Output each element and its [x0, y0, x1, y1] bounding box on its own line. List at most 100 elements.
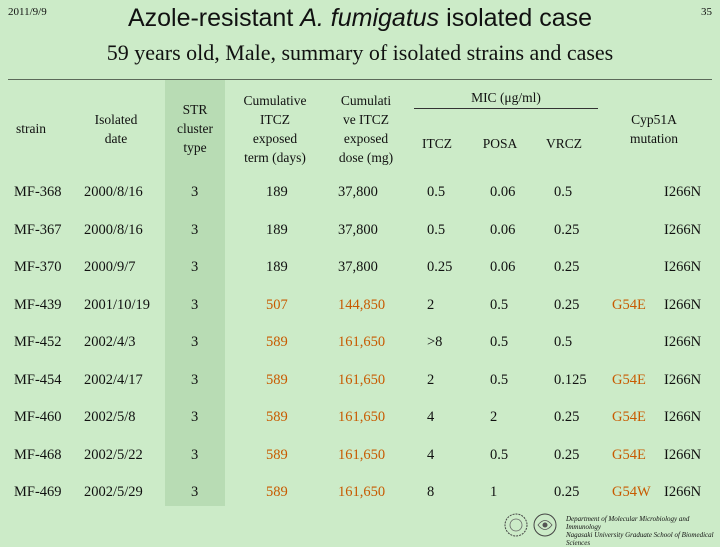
- cell-exposed-dose: 37,800: [338, 221, 378, 238]
- col-header-isolated-date: Isolated date: [80, 110, 152, 148]
- table-row: MF-367 2000/8/16 3 189 37,800 0.5 0.06 0.25 I266…: [0, 222, 720, 259]
- col-header-str-line1: STR: [182, 102, 208, 117]
- col-header-cum-term-line3: exposed: [252, 131, 298, 146]
- cell-mic-vrcz: 0.25: [554, 484, 580, 500]
- cell-mutation-i266n: I266N: [664, 259, 702, 275]
- table-row: MF-469 2002/5/29 3 589 161,650 8 1 0.25 G54W I266…: [0, 484, 720, 521]
- cell-exposed-dose: 161,650: [338, 484, 386, 500]
- cell-isolated-date: 2001/10/19: [84, 296, 151, 313]
- cell-isolated-date: 2000/8/16: [84, 184, 143, 200]
- cell-mic-vrcz: 0.25: [554, 446, 580, 463]
- cell-exposed-term: 189: [266, 221, 288, 238]
- cell-mic-vrcz: 0.125: [554, 371, 587, 388]
- cell-exposed-dose: 161,650: [338, 334, 386, 350]
- cell-strain: MF-370: [14, 259, 62, 275]
- cell-mic-posa: 1: [490, 484, 498, 500]
- cell-exposed-term: 589: [266, 409, 288, 425]
- cell-exposed-term: 589: [266, 446, 288, 463]
- slide-subtitle: 59 years old, Male, summary of isolated …: [106, 40, 614, 65]
- title-italic: A. fumigatus: [300, 4, 440, 32]
- cell-mic-posa: 2: [490, 409, 498, 425]
- cell-mic-vrcz: 0.25: [554, 259, 580, 275]
- table-row: MF-452 2002/4/3 3 589 161,650 >8 0.5 0.5 I266N: [0, 334, 720, 371]
- cell-strain: MF-452: [14, 334, 62, 350]
- cell-exposed-term: 589: [266, 371, 288, 388]
- col-header-cum-term-line2: ITCZ: [260, 112, 290, 127]
- cell-mutation-i266n: I266N: [664, 296, 702, 313]
- cell-str-type: 3: [191, 371, 199, 388]
- mic-header-underline: [414, 108, 598, 109]
- cell-exposed-term: 589: [266, 484, 288, 500]
- cell-mutation-g54: G54E: [612, 371, 646, 388]
- cell-str-type: 3: [191, 184, 199, 200]
- cell-mic-posa: 0.5: [490, 296, 509, 313]
- cell-mic-vrcz: 0.25: [554, 296, 580, 313]
- cell-exposed-term: 507: [266, 296, 288, 313]
- cell-mic-vrcz: 0.25: [554, 409, 580, 425]
- col-header-posa: POSA: [482, 136, 518, 151]
- cell-mic-posa: 0.06: [490, 184, 516, 200]
- cell-mic-posa: 0.5: [490, 371, 509, 388]
- col-header-cum-dose-line4: dose (mg): [338, 150, 394, 165]
- title-part1: Azole-resistant: [127, 4, 301, 32]
- col-header-str-line2: cluster: [177, 121, 213, 136]
- department-line2: Nagasaki University Graduate School of B…: [566, 531, 714, 547]
- cell-mic-itcz: >8: [427, 334, 443, 350]
- cell-exposed-dose: 37,800: [338, 259, 378, 275]
- col-header-cum-term-line4: term (days): [244, 150, 306, 165]
- cell-exposed-dose: 161,650: [338, 371, 386, 388]
- cell-exposed-term: 589: [266, 334, 288, 350]
- page-number: 35: [701, 6, 712, 18]
- slide-title: Azole-resistant A. fumigatus isolated ca…: [0, 4, 720, 33]
- cell-mic-posa: 0.5: [490, 334, 509, 350]
- cell-exposed-dose: 144,850: [338, 296, 386, 313]
- col-header-itcz: ITCZ: [422, 136, 452, 151]
- cell-mic-itcz: 0.25: [427, 259, 453, 275]
- cell-mic-itcz: 2: [427, 371, 435, 388]
- cell-mutation-g54: G54W: [612, 484, 651, 500]
- cell-mic-posa: 0.06: [490, 259, 516, 275]
- cell-mutation-g54: G54E: [612, 446, 646, 463]
- cell-mutation-g54: G54E: [612, 409, 646, 425]
- cell-exposed-dose: 161,650: [338, 446, 386, 463]
- col-header-cum-dose-line3: exposed: [343, 131, 389, 146]
- cell-strain: MF-469: [14, 484, 62, 500]
- cell-isolated-date: 2002/5/29: [84, 484, 143, 500]
- col-header-cum-term-line1: Cumulative: [243, 93, 307, 108]
- cell-exposed-term: 189: [266, 184, 288, 200]
- cell-str-type: 3: [191, 296, 199, 313]
- col-header-isolated-date-line1: Isolated: [94, 112, 138, 127]
- cell-mutation-i266n: I266N: [664, 484, 702, 500]
- col-header-cum-dose-line2: ve ITCZ: [342, 112, 390, 127]
- col-header-vrcz: VRCZ: [545, 136, 582, 151]
- cell-isolated-date: 2000/8/16: [84, 221, 143, 238]
- col-header-cum-dose-line1: Cumulati: [340, 93, 392, 108]
- cell-exposed-dose: 37,800: [338, 184, 378, 200]
- col-header-cumulative-dose: Cumulati ve ITCZ exposed dose (mg): [324, 91, 408, 167]
- col-header-cyp-line1: Cyp51A: [631, 112, 677, 127]
- col-header-str: STR cluster type: [165, 100, 225, 157]
- cell-mutation-i266n: I266N: [664, 446, 702, 463]
- table-row: MF-454 2002/4/17 3 589 161,650 2 0.5 0.125 G54E I…: [0, 372, 720, 409]
- cell-isolated-date: 2002/5/8: [84, 409, 136, 425]
- cell-mic-itcz: 0.5: [427, 221, 446, 238]
- cell-exposed-term: 189: [266, 259, 288, 275]
- cell-mic-itcz: 2: [427, 296, 435, 313]
- cell-mutation-i266n: I266N: [664, 371, 702, 388]
- cell-mic-vrcz: 0.5: [554, 184, 573, 200]
- cell-str-type: 3: [191, 259, 199, 275]
- cell-mic-itcz: 0.5: [427, 184, 446, 200]
- table-row: MF-460 2002/5/8 3 589 161,650 4 2 0.25 G54E I266N: [0, 409, 720, 446]
- cell-str-type: 3: [191, 334, 199, 350]
- cell-strain: MF-460: [14, 409, 62, 425]
- cell-strain: MF-367: [14, 221, 62, 238]
- cell-mic-posa: 0.06: [490, 221, 516, 238]
- col-header-mic: MIC (μg/ml): [471, 90, 541, 105]
- cell-mic-vrcz: 0.25: [554, 221, 580, 238]
- col-header-strain: strain: [16, 121, 46, 136]
- cell-isolated-date: 2002/4/3: [84, 334, 136, 350]
- cell-isolated-date: 2000/9/7: [84, 259, 136, 275]
- table-row: MF-370 2000/9/7 3 189 37,800 0.25 0.06 0.25 I266…: [0, 259, 720, 296]
- cell-mic-vrcz: 0.5: [554, 334, 573, 350]
- cell-str-type: 3: [191, 446, 199, 463]
